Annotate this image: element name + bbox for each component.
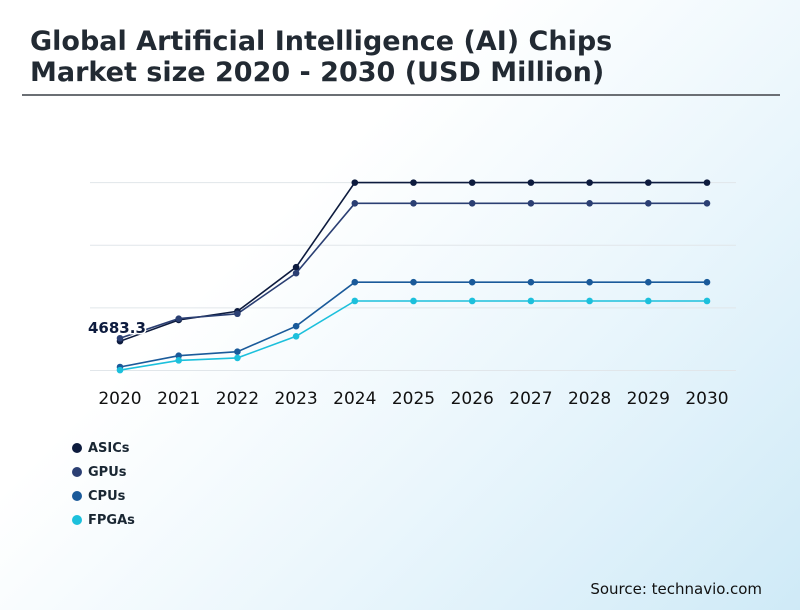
data-point-fpgas (468, 297, 476, 305)
data-point-asics (292, 263, 300, 271)
data-point-gpus (234, 310, 241, 318)
x-tick-label: 2023 (274, 389, 317, 409)
legend-marker (72, 515, 82, 525)
legend-item-fpgas: FPGAs (72, 508, 135, 532)
data-point-asics (351, 179, 359, 186)
legend: ASICs GPUs CPUs FPGAs (72, 436, 135, 532)
data-point-gpus (351, 199, 359, 207)
line-chart: 2020 2021 2022 2023 2024 2025 2026 2027 2028 2029… (87, 179, 736, 409)
x-tick-label: 2022 (216, 389, 259, 409)
data-point-gpus (292, 269, 300, 277)
data-point-asics (703, 179, 711, 186)
data-point-fpgas (292, 333, 300, 340)
data-point-cpus (645, 278, 652, 286)
data-point-cpus (527, 278, 535, 286)
data-point-gpus (175, 315, 182, 322)
data-point-fpgas (175, 357, 182, 364)
series-points (116, 179, 711, 374)
data-point-cpus (234, 348, 241, 356)
data-point-cpus (703, 278, 711, 286)
data-point-fpgas (586, 297, 593, 305)
series-line-fpgas (119, 300, 707, 371)
x-tick-label: 2021 (157, 389, 200, 409)
data-point-asics (410, 179, 417, 186)
title-divider (22, 94, 780, 96)
data-point-fpgas (703, 297, 711, 305)
series-lines (119, 181, 707, 371)
legend-item-asics: ASICs (72, 436, 135, 460)
legend-item-cpus: CPUs (72, 484, 135, 508)
data-point-gpus (410, 199, 417, 207)
data-point-fpgas (410, 297, 417, 305)
x-tick-label: 2020 (98, 389, 141, 409)
legend-label: CPUs (88, 488, 126, 504)
data-point-cpus (351, 278, 359, 286)
legend-item-gpus: GPUs (72, 460, 135, 484)
data-point-fpgas (351, 297, 359, 305)
data-point-fpgas (645, 297, 652, 305)
data-point-gpus (468, 199, 476, 207)
data-point-cpus (468, 278, 476, 286)
data-point-asics (527, 179, 535, 186)
chart-title: Global Artificial Intelligence (AI) Chip… (30, 26, 613, 88)
x-tick-label: 2027 (509, 389, 552, 409)
data-point-gpus (703, 199, 711, 207)
gridlines (90, 182, 736, 371)
data-labels: 4683.3 (87, 318, 148, 339)
data-point-asics (586, 179, 593, 186)
legend-marker (72, 467, 82, 477)
data-point-asics (468, 179, 476, 186)
data-point-cpus (175, 352, 182, 359)
source-credit: Source: technavio.com (590, 580, 762, 598)
data-point-fpgas (527, 297, 535, 305)
legend-label: ASICs (88, 440, 130, 456)
data-point-cpus (410, 278, 417, 286)
x-tick-label: 2025 (392, 389, 435, 409)
x-tick-label: 2030 (685, 389, 728, 409)
legend-label: GPUs (88, 464, 127, 480)
data-label-asics-2020: 4683.3 (88, 319, 146, 337)
data-point-gpus (586, 199, 593, 207)
data-point-gpus (645, 199, 652, 207)
x-tick-label: 2026 (451, 389, 494, 409)
legend-marker (72, 443, 82, 453)
x-tick-label: 2024 (333, 389, 376, 409)
data-point-gpus (527, 199, 535, 207)
series-line-gpus (119, 202, 707, 339)
data-point-gpus (116, 334, 124, 342)
data-point-cpus (586, 278, 593, 286)
x-tick-label: 2028 (568, 389, 611, 409)
data-point-fpgas (234, 354, 241, 362)
data-point-cpus (292, 322, 300, 330)
x-tick-label: 2029 (627, 389, 670, 409)
legend-label: FPGAs (88, 512, 135, 528)
series-line-cpus (119, 281, 707, 368)
legend-marker (72, 491, 82, 501)
data-point-fpgas (116, 366, 124, 374)
x-axis-tick-labels: 2020 2021 2022 2023 2024 2025 2026 2027 2028 2029… (98, 389, 728, 409)
data-point-asics (645, 179, 652, 186)
